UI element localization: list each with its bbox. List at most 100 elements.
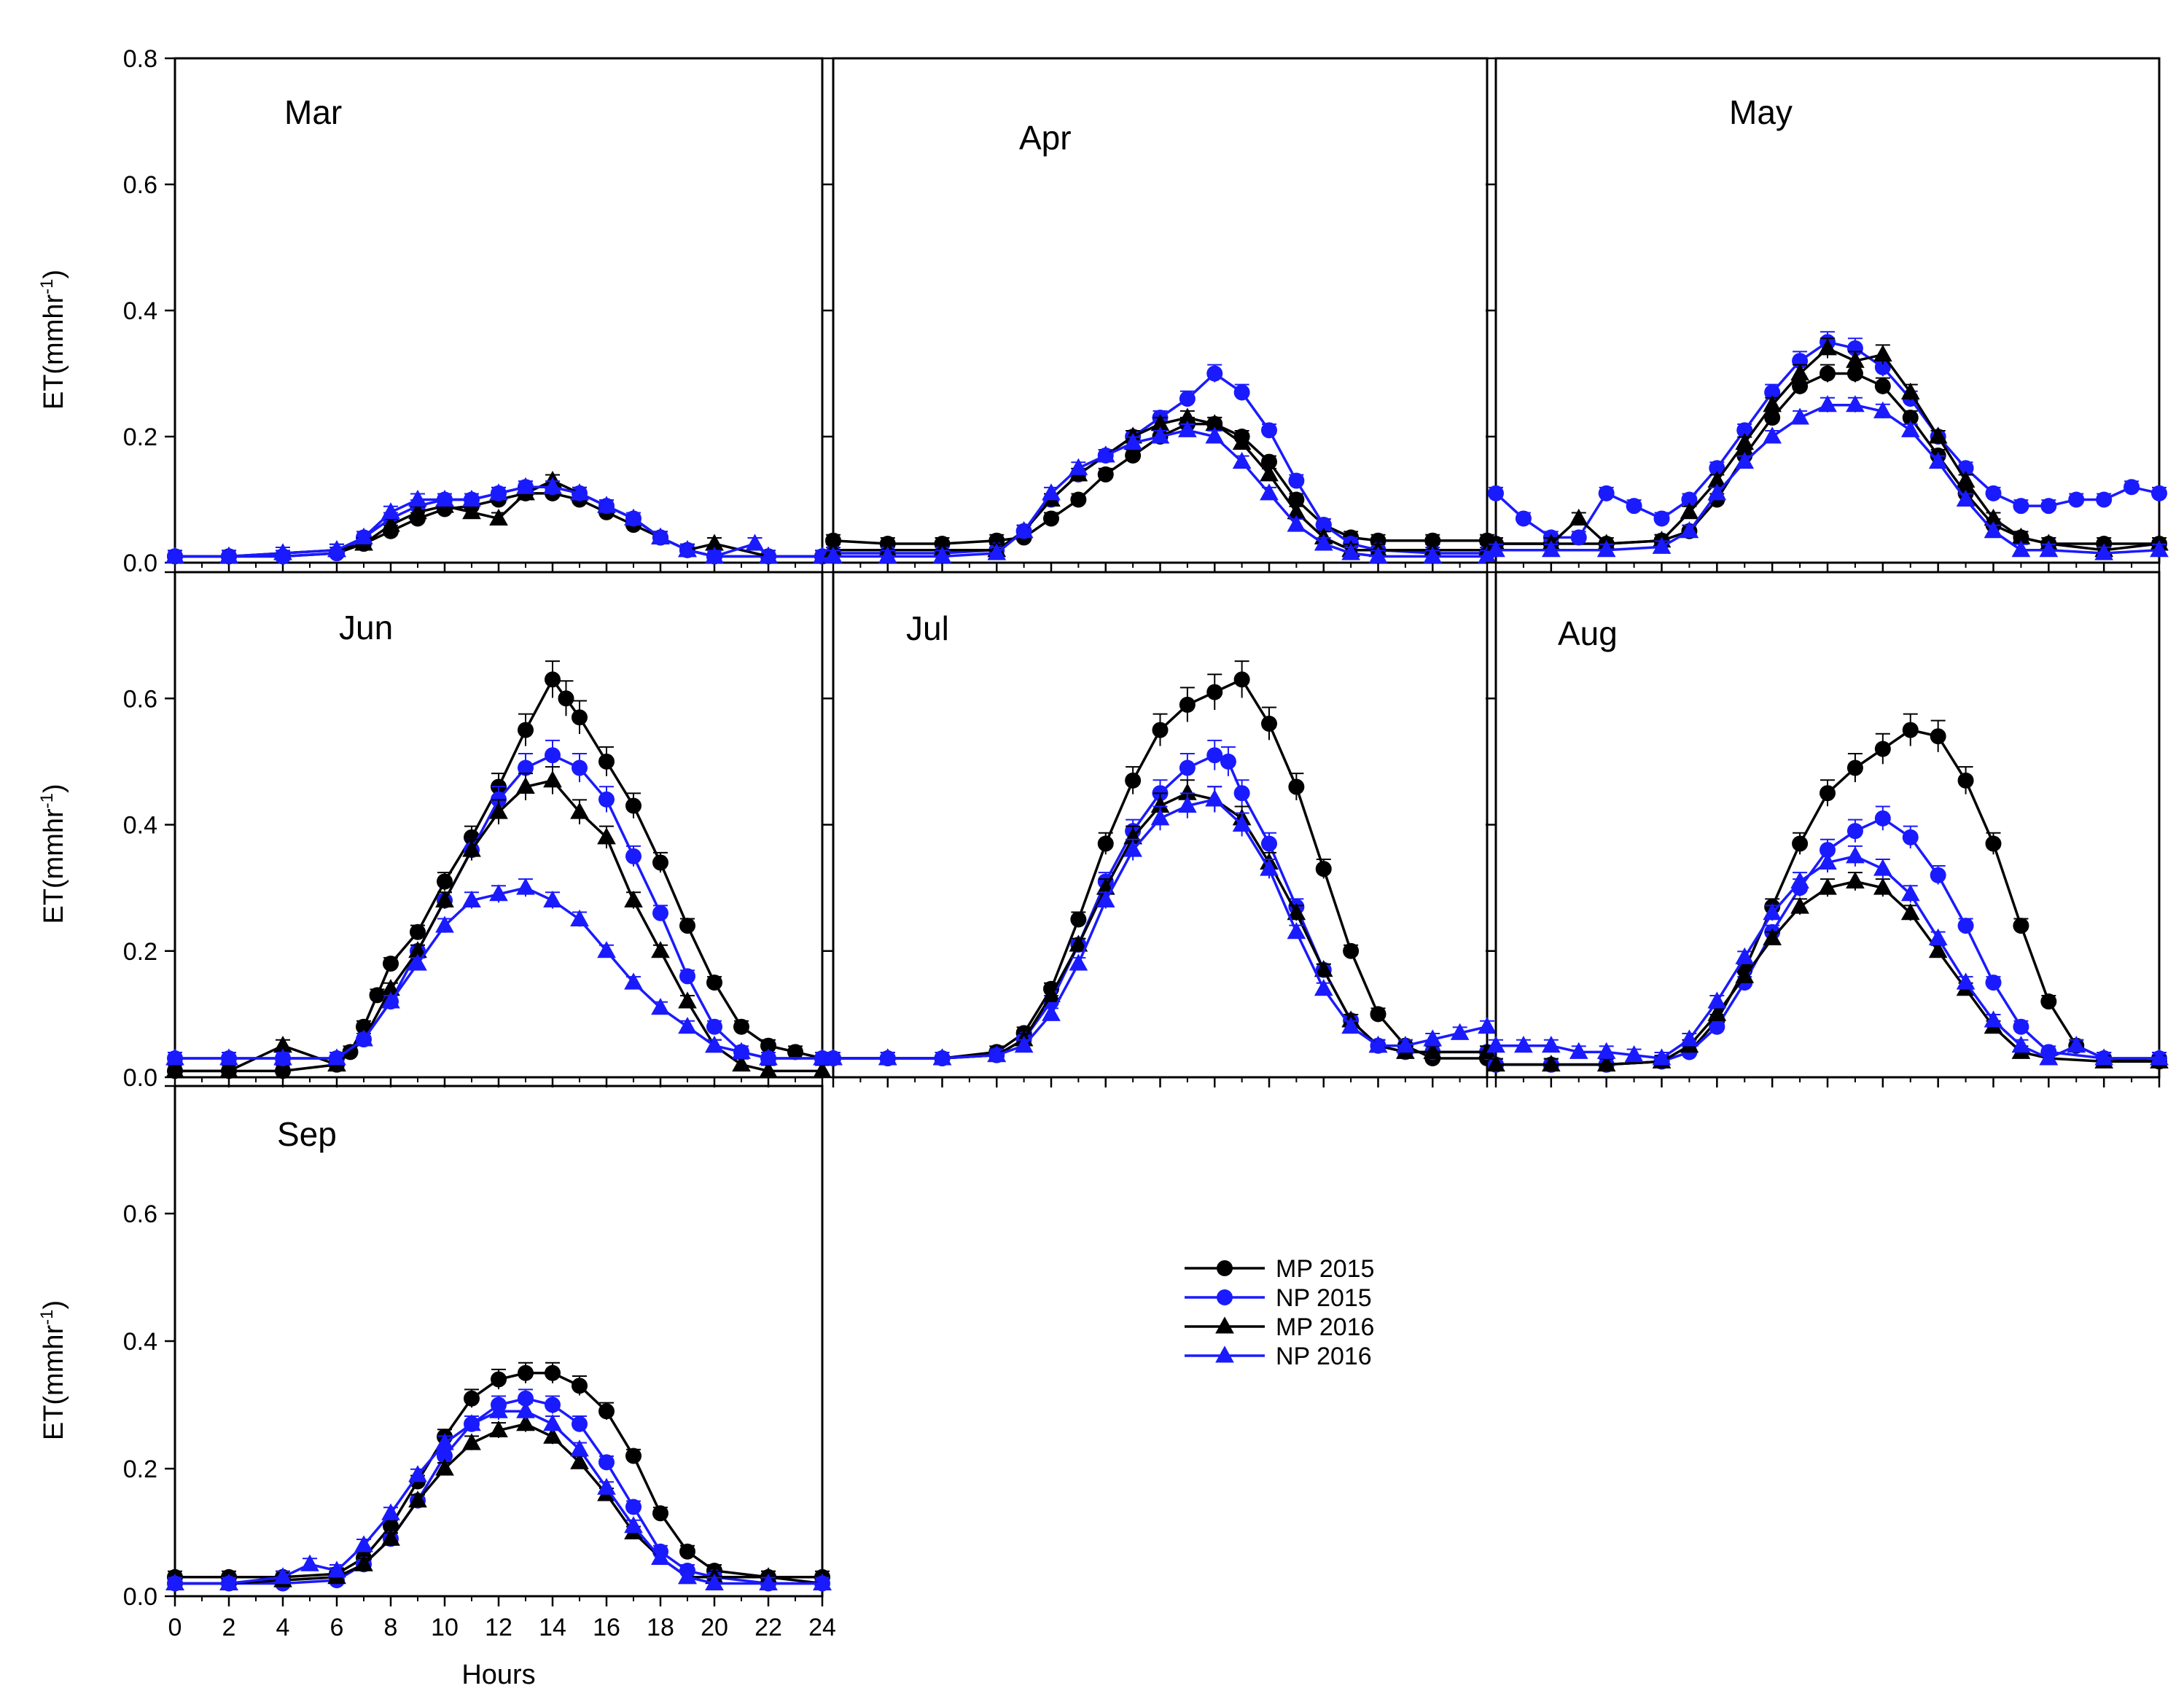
data-point	[1368, 546, 1388, 563]
data-point	[1900, 420, 1920, 437]
data-point	[570, 1440, 589, 1457]
data-point	[597, 941, 616, 958]
data-point	[625, 1448, 641, 1464]
data-point	[410, 923, 426, 940]
data-point	[759, 1060, 778, 1078]
y-tick-label: 0.2	[123, 423, 157, 451]
data-point	[572, 709, 588, 726]
y-tick-label: 0.4	[123, 297, 157, 325]
data-point	[1763, 395, 1782, 413]
data-point	[1680, 521, 1699, 539]
data-point	[1652, 536, 1672, 554]
data-point	[1626, 498, 1642, 515]
series-np-2016	[824, 786, 1497, 1066]
data-point	[1680, 502, 1699, 520]
data-point	[1735, 947, 1755, 964]
data-point	[987, 1045, 1007, 1063]
data-point	[2039, 540, 2059, 558]
series-line	[833, 797, 1488, 1060]
data-point	[1956, 470, 1976, 488]
data-point	[706, 1018, 722, 1035]
data-point	[1790, 897, 1809, 914]
data-point	[2040, 993, 2057, 1010]
data-point	[437, 1448, 453, 1464]
data-point	[759, 1573, 778, 1590]
data-point	[435, 1433, 454, 1450]
data-point	[435, 489, 454, 507]
data-point	[1598, 485, 1615, 501]
data-point	[1150, 808, 1170, 826]
data-point	[1206, 747, 1223, 764]
x-tick-label: 8	[384, 1614, 398, 1641]
data-point	[624, 972, 643, 990]
data-point	[1681, 491, 1698, 508]
data-point	[1569, 508, 1588, 526]
data-point	[381, 1528, 400, 1546]
data-point	[1957, 918, 1974, 934]
data-point	[1368, 1036, 1388, 1053]
x-tick-label: 18	[647, 1614, 674, 1641]
data-point	[462, 489, 481, 507]
data-point	[759, 546, 778, 563]
month-label: Sep	[277, 1115, 337, 1153]
data-point	[987, 543, 1007, 560]
data-point	[625, 848, 641, 864]
data-point	[1315, 861, 1332, 878]
data-point	[1043, 510, 1059, 527]
data-point	[354, 1554, 373, 1571]
legend-marker	[1215, 1345, 1234, 1363]
panel-jul: Jul	[823, 571, 1497, 1087]
data-point	[732, 1055, 751, 1072]
data-point	[462, 890, 481, 907]
data-point	[273, 1567, 292, 1585]
data-point	[1736, 422, 1753, 439]
x-tick-label: 6	[330, 1614, 344, 1641]
data-point	[1097, 835, 1114, 852]
series-np-2016	[165, 477, 832, 563]
data-point	[2094, 543, 2114, 560]
legend-label: NP 2015	[1276, 1284, 1372, 1312]
data-point	[1178, 795, 1197, 813]
data-point	[545, 1364, 561, 1381]
data-point	[273, 543, 292, 560]
data-point	[1930, 728, 1946, 745]
data-point	[545, 747, 561, 764]
data-point	[1985, 974, 2002, 991]
data-point	[1096, 890, 1115, 907]
data-point	[1179, 391, 1196, 407]
data-point	[597, 827, 616, 845]
data-point	[2150, 1048, 2169, 1066]
data-point	[651, 1547, 670, 1565]
data-point	[489, 802, 508, 819]
data-point	[878, 1048, 897, 1066]
data-point	[1288, 472, 1305, 489]
data-point	[1287, 515, 1306, 532]
data-point	[1486, 540, 1505, 558]
data-point	[1261, 453, 1277, 470]
data-point	[1763, 903, 1782, 921]
data-point	[679, 968, 695, 985]
data-point	[518, 1364, 534, 1381]
data-point	[545, 1397, 561, 1413]
data-point	[1818, 852, 1837, 870]
data-point	[1341, 1017, 1360, 1034]
data-point	[1205, 426, 1225, 444]
data-point	[1792, 378, 1809, 394]
data-point	[598, 1454, 615, 1471]
data-point	[824, 1048, 843, 1066]
data-point	[1260, 464, 1279, 482]
data-point	[327, 540, 346, 558]
x-tick-label: 14	[539, 1614, 566, 1641]
data-point	[435, 890, 454, 907]
data-point	[932, 546, 952, 563]
data-point	[1042, 985, 1061, 1002]
data-point	[1232, 433, 1252, 450]
data-point	[1763, 426, 1782, 444]
x-tick-label: 12	[485, 1614, 512, 1641]
month-label: Mar	[284, 93, 342, 131]
data-point	[327, 1048, 346, 1066]
data-point	[2013, 498, 2029, 515]
data-point	[813, 1573, 832, 1590]
data-point	[2067, 1036, 2086, 1053]
y-axis-title: ET(mmhr-1)	[37, 784, 69, 923]
